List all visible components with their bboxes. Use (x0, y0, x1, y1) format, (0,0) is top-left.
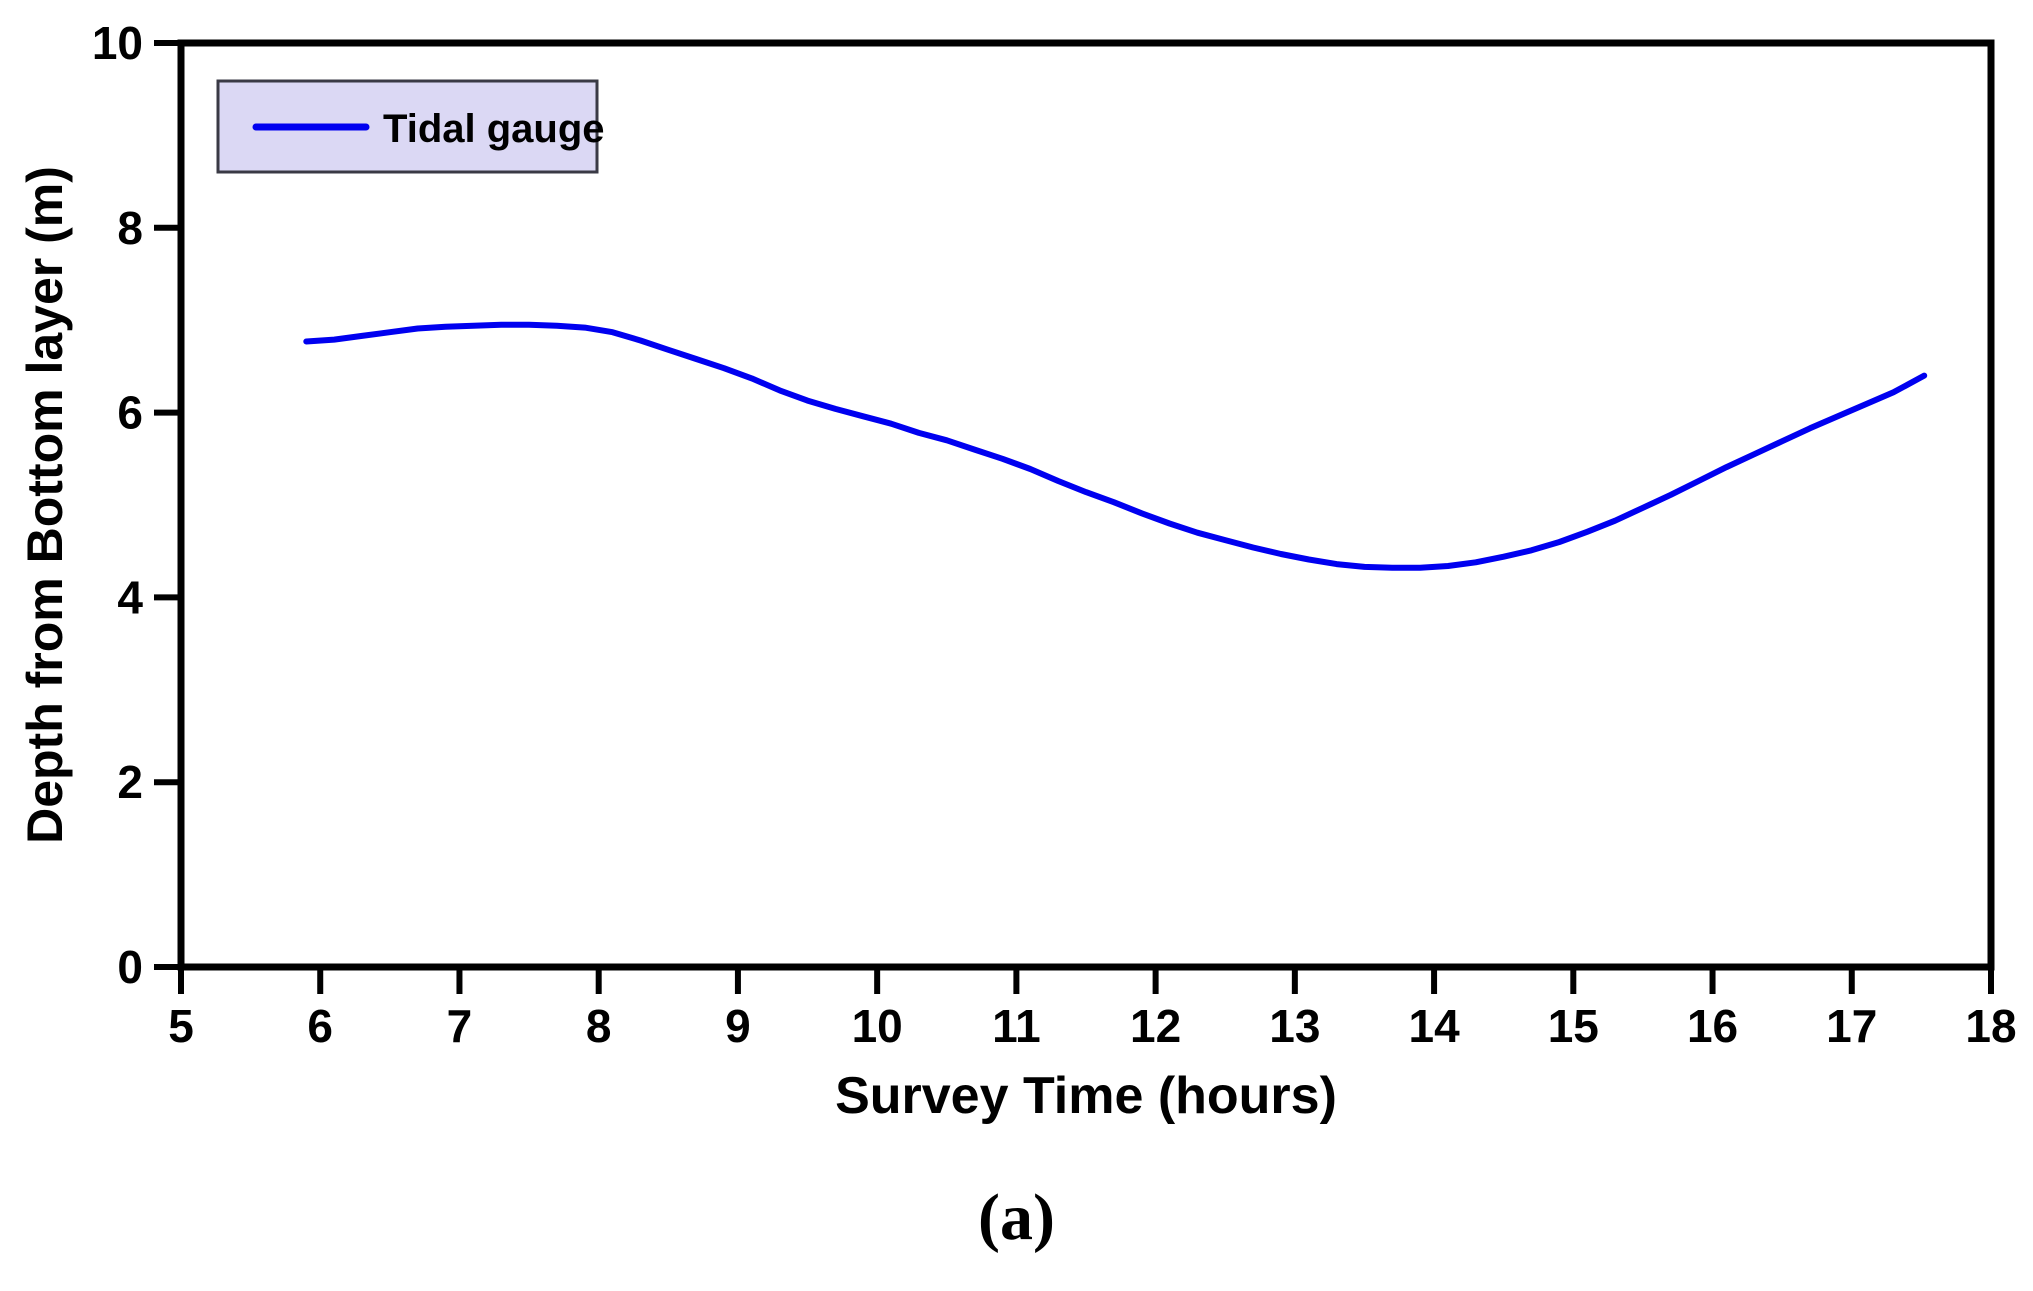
x-tick-label: 7 (447, 1000, 473, 1052)
x-axis-title: Survey Time (hours) (835, 1067, 1337, 1125)
x-tick-label: 10 (852, 1000, 903, 1052)
legend: Tidal gauge (216, 79, 605, 174)
x-tick-label: 12 (1130, 1000, 1181, 1052)
y-tick-label: 2 (117, 756, 143, 808)
x-tick-label: 14 (1408, 1000, 1460, 1052)
y-tick-label: 10 (92, 17, 143, 69)
y-axis-ticks: 0 2 4 6 8 10 (92, 17, 178, 993)
x-tick-label: 18 (1965, 1000, 2016, 1052)
x-tick-label: 13 (1269, 1000, 1320, 1052)
plot-frame (177, 39, 1995, 971)
legend-box-border (216, 79, 599, 174)
y-tick-label: 8 (117, 202, 143, 254)
x-tick-label: 9 (725, 1000, 751, 1052)
y-tick-label: 6 (117, 387, 143, 439)
x-tick-label: 11 (992, 1000, 1041, 1052)
x-tick-label: 8 (586, 1000, 612, 1052)
y-tick-label: 4 (117, 571, 143, 623)
x-tick-label: 5 (168, 1000, 194, 1052)
figure-caption: (a) (978, 1181, 1055, 1254)
y-axis-title: Depth from Bottom layer (m) (17, 166, 73, 844)
x-tick-label: 15 (1548, 1000, 1599, 1052)
x-tick-label: 17 (1826, 1000, 1877, 1052)
x-tick-label: 16 (1687, 1000, 1738, 1052)
x-tick-label: 6 (307, 1000, 333, 1052)
tidal-gauge-line (303, 321, 1928, 571)
y-tick-label: 0 (117, 941, 143, 993)
x-axis-ticks: 5 6 7 8 9 10 11 12 13 14 15 16 17 18 (168, 970, 2017, 1052)
legend-label: Tidal gauge (383, 107, 605, 151)
